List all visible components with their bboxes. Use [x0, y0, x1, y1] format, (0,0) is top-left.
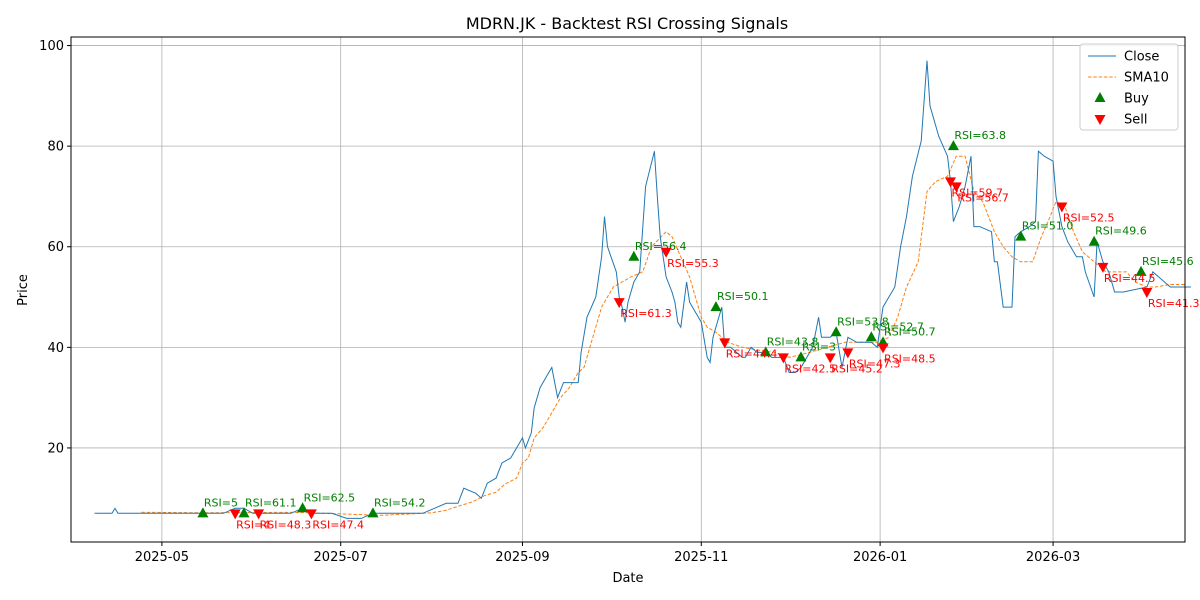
legend-label: Buy — [1124, 92, 1149, 107]
chart-title: MDRN.JK - Backtest RSI Crossing Signals — [466, 14, 788, 33]
buy-marker — [238, 507, 250, 518]
buy-marker — [1088, 235, 1100, 246]
legend-swatch-buy — [1094, 92, 1106, 102]
y-axis-label: Price — [16, 274, 31, 306]
legend: Close SMA10 Buy Sell — [1079, 43, 1179, 131]
buy-marker — [760, 346, 772, 357]
buy-label: RSI=54.2 — [374, 496, 426, 509]
plot-frame — [70, 36, 1186, 543]
sell-marker — [950, 182, 962, 193]
x-tick-label: 2026-03 — [1026, 550, 1080, 565]
x-tick-label: 2026-01 — [853, 550, 907, 565]
buy-marker — [710, 301, 722, 312]
sell-marker — [1097, 262, 1109, 273]
sell-marker — [824, 353, 836, 364]
sell-label: RSI=45.2 — [831, 362, 883, 375]
sell-marker — [877, 343, 889, 354]
legend-label: SMA10 — [1124, 71, 1169, 86]
buy-label: RSI=5 — [204, 496, 238, 509]
legend-label: Sell — [1124, 113, 1147, 128]
buy-label: RSI=53.8 — [837, 315, 889, 328]
buy-label: RSI=51.0 — [1022, 220, 1074, 233]
sell-label: RSI=42.5 — [784, 362, 836, 375]
y-tick-label: 100 — [39, 39, 64, 54]
sell-label: RSI=4 — [236, 518, 270, 531]
sell-label: RSI=59.7 — [951, 186, 1003, 199]
x-tick-label: 2025-05 — [135, 550, 189, 565]
y-tick-label: 80 — [47, 140, 64, 155]
sell-marker — [1056, 202, 1068, 213]
close-series — [94, 60, 1191, 519]
buy-label: RSI=3 — [802, 340, 836, 353]
buy-marker — [197, 507, 209, 518]
sell-label: RSI=52.5 — [1063, 212, 1115, 225]
sell-marker — [253, 509, 265, 520]
buy-marker — [830, 326, 842, 337]
legend-swatch-sell — [1094, 115, 1106, 125]
buy-marker — [1135, 265, 1147, 276]
buy-marker — [628, 250, 640, 261]
buy-marker — [947, 140, 959, 151]
sma10-line — [141, 155, 1185, 516]
x-tick-label: 2025-09 — [495, 550, 549, 565]
buy-label: RSI=50.1 — [717, 290, 769, 303]
axis-ticks: 2025-05 2025-07 2025-09 2025-11 2026-01 2026-… — [39, 39, 1080, 565]
sell-marker — [719, 338, 731, 349]
sell-marker — [660, 247, 672, 258]
sell-label: RSI=48.5 — [884, 352, 936, 365]
sell-marker — [613, 298, 625, 309]
buy-label: RSI=61.1 — [245, 496, 297, 509]
sell-label: RSI=48.3 — [260, 518, 312, 531]
sell-marker — [842, 348, 854, 359]
buy-label: RSI=62.5 — [304, 491, 356, 504]
legend-label: Close — [1124, 50, 1159, 65]
buy-label: RSI=52.7 — [872, 320, 924, 333]
sell-label: RSI=44.4 — [726, 347, 778, 360]
sell-label: RSI=41.3 — [1148, 297, 1200, 310]
buy-label: RSI=49.6 — [1095, 225, 1147, 238]
sell-marker — [777, 353, 789, 364]
buy-marker — [865, 331, 877, 342]
buy-marker — [795, 351, 807, 362]
y-tick-label: 40 — [47, 341, 64, 356]
sell-label: RSI=47.4 — [312, 518, 364, 531]
sell-label: RSI=61.3 — [620, 307, 672, 320]
buy-label: RSI=43.8 — [767, 335, 819, 348]
buy-label: RSI=56.4 — [635, 240, 687, 253]
sell-label: RSI=56.7 — [957, 191, 1009, 204]
sell-label: RSI=47.3 — [849, 357, 901, 370]
legend-box — [1079, 43, 1179, 131]
y-tick-label: 20 — [47, 441, 64, 456]
grid-lines — [71, 37, 1185, 542]
x-axis-label: Date — [612, 571, 643, 586]
buy-marker — [297, 502, 309, 513]
y-tick-label: 60 — [47, 240, 64, 255]
sell-marker — [229, 509, 241, 520]
sell-marker — [305, 509, 317, 520]
sell-marker — [944, 177, 956, 188]
buy-label: RSI=50.7 — [884, 325, 936, 338]
sma10-series — [141, 155, 1185, 516]
sell-label: RSI=55.3 — [667, 257, 719, 270]
sell-label: RSI=44.5 — [1104, 272, 1156, 285]
sell-marker — [1141, 288, 1153, 299]
buy-label: RSI=63.8 — [954, 129, 1006, 142]
buy-marker — [1015, 230, 1027, 241]
buy-label: RSI=45.6 — [1142, 255, 1194, 268]
x-tick-label: 2025-11 — [674, 550, 728, 565]
buy-marker — [367, 507, 379, 518]
x-tick-label: 2025-07 — [314, 550, 368, 565]
signal-markers: RSI=5 RSI=61.1 RSI=62.5 RSI=54.2 RSI=56.4 RSI… — [197, 129, 1199, 531]
close-line — [94, 60, 1191, 519]
